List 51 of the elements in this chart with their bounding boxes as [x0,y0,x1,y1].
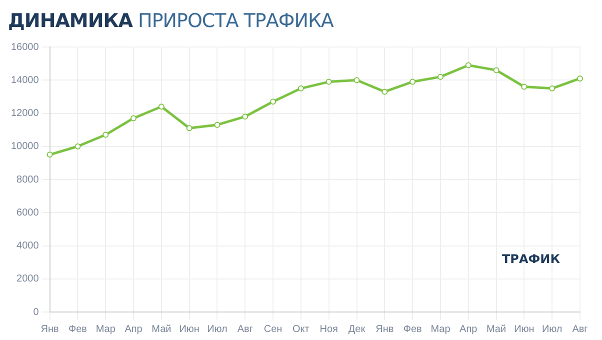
x-tick-label: Авг [572,324,588,335]
point [130,115,137,122]
x-tick-label: Дек [348,324,366,335]
x-tick-label: Июн [514,324,534,335]
point [493,67,500,74]
x-tick-label: Апр [460,324,478,335]
point [186,125,192,132]
x-tick-label: Авг [237,324,254,335]
y-tick-label: 8000 [16,174,40,186]
y-tick-label: 16000 [10,42,40,53]
y-tick-label: 6000 [16,207,40,218]
x-tick-label: Июл [542,324,562,335]
annotation: ТРАФИК [502,252,560,266]
point [270,98,276,105]
x-tick-label: Май [486,324,506,335]
y-tick-label: 10000 [10,141,40,152]
x-tick-label: Мар [96,324,116,335]
x-tick-label: Янв [376,324,394,335]
x-tick-label: Апр [124,324,143,335]
x-tick-label: Янв [40,324,59,335]
point [354,77,360,84]
x-tick-label: Фев [403,324,422,335]
x-tick-label: Фев [68,324,87,335]
point [74,143,81,150]
y-tick-label: 12000 [10,108,40,119]
x-tick-label: Ноя [320,324,338,335]
point [382,88,388,95]
point [437,74,444,80]
y-tick-label: 4000 [16,240,40,252]
point [410,78,416,85]
point [298,85,304,92]
point [521,84,528,90]
y-tick-label: 0 [33,306,40,318]
x-tick-label: Июл [207,324,228,335]
x-tick-label: Июн [179,324,200,335]
x-tick-label: Сен [264,324,282,335]
point [465,62,472,68]
point [549,85,556,92]
y-tick-label: 14000 [10,74,40,86]
point [102,132,109,138]
point [214,122,220,128]
x-tick-label: Май [152,324,172,335]
y-tick-label: 2000 [16,274,40,285]
point [158,104,164,110]
point [242,114,248,120]
point [326,78,332,85]
point [577,75,583,82]
x-tick-label: Мар [430,324,451,335]
point [46,152,53,158]
x-tick-label: Окт [292,324,310,335]
chart-title: ДИНАМИКА ПРИРОСТА ТРАФИКА [8,10,334,32]
